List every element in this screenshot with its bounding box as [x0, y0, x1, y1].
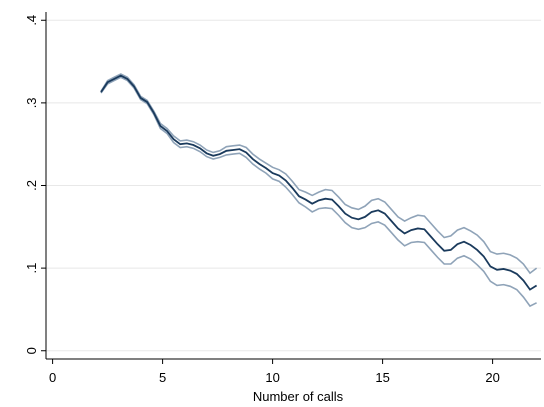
estimate-series: [100, 74, 538, 291]
x-axis-title: Number of calls: [253, 389, 344, 404]
x-tick-label-1: 5: [159, 370, 166, 385]
x-tick-label-0: 0: [49, 370, 56, 385]
confidence-band: [100, 73, 538, 308]
y-tick-label-0: 0: [24, 347, 39, 354]
estimate-line: [100, 74, 538, 291]
y-tick-label-4: .4: [24, 15, 39, 26]
x-tick-label-3: 15: [375, 370, 389, 385]
x-tick-label-2: 10: [265, 370, 279, 385]
y-tick-label-1: .1: [24, 263, 39, 274]
gridlines: [46, 19, 541, 352]
x-tick-label-4: 20: [485, 370, 499, 385]
ci-lower-line: [100, 76, 537, 308]
x-axis-ticks: 0 5 10 15 20: [49, 359, 500, 385]
y-tick-label-3: .3: [24, 97, 39, 108]
y-tick-label-2: .2: [24, 180, 39, 191]
ci-upper-line: [100, 73, 538, 275]
y-axis-ticks: 0 .1 .2 .3 .4: [24, 15, 46, 354]
